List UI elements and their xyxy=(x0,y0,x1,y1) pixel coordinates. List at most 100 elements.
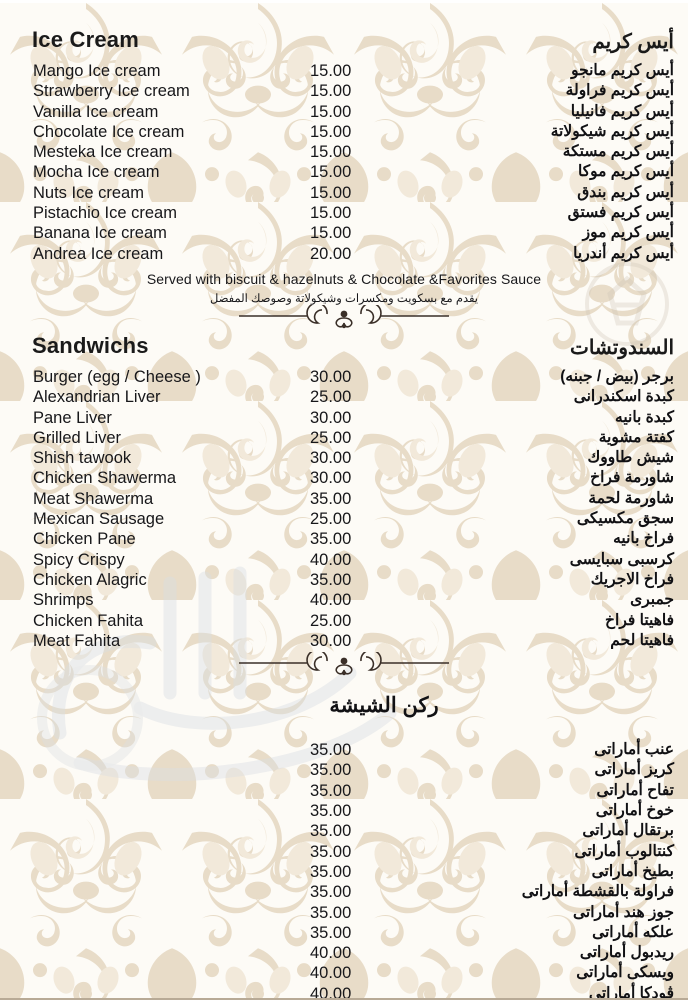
item-price: 35.00 xyxy=(310,842,352,861)
item-name-ar: أيس كريم فانيليا xyxy=(570,102,674,120)
item-price: 25.00 xyxy=(310,510,352,529)
item-price: 30.00 xyxy=(310,449,352,468)
item-name-ar: جمبرى xyxy=(630,591,674,609)
item-price: 30.00 xyxy=(310,408,352,427)
item-name-ar: أيس كريم موز xyxy=(582,224,674,242)
item-name-ar: أيس كريم مستكة xyxy=(562,143,674,161)
menu-item-row: Chocolate Ice cream 15.00 أيس كريم شيكول… xyxy=(0,122,688,142)
sandwichs-title-en: Sandwichs xyxy=(32,332,149,358)
item-name-ar: كرسبى سبايسى xyxy=(569,550,674,568)
item-price: 30.00 xyxy=(310,631,352,650)
item-price: 35.00 xyxy=(310,903,352,922)
item-name-ar: شيش طاووك xyxy=(587,449,674,467)
item-name-ar: ويسكى أماراتى xyxy=(576,964,674,982)
item-name-en: Chicken Fahita xyxy=(33,611,144,630)
section-sandwichs: Sandwichs السندوتشات Burger (egg / Chees… xyxy=(0,331,688,679)
menu-item-row: Alexandrian Liver 25.00 كبدة اسكندرانى xyxy=(0,387,688,407)
item-name-ar: عنب أماراتى xyxy=(594,741,674,759)
item-name-en: Mexican Sausage xyxy=(33,510,165,529)
menu-item-row: 35.00 خوخ أماراتى xyxy=(0,801,688,821)
item-name-ar: كنتالوب أماراتى xyxy=(574,842,674,860)
menu-item-row: Shish tawook 30.00 شيش طاووك xyxy=(0,448,688,468)
item-name-ar: علكه أماراتى xyxy=(592,923,674,941)
item-name-en: Shish tawook xyxy=(33,449,132,468)
item-name-ar: أيس كريم فراولة xyxy=(565,82,674,100)
menu-item-row: Spicy Crispy 40.00 كرسبى سبايسى xyxy=(0,550,688,570)
item-name-ar: فاهيتا فراخ xyxy=(605,611,674,629)
ice-cream-heading: Ice Cream أيس كريم xyxy=(0,27,688,61)
item-name-en: Banana Ice cream xyxy=(33,224,167,243)
menu-item-row: 35.00 بطيخ أماراتى xyxy=(0,862,688,882)
item-price: 20.00 xyxy=(310,244,352,263)
menu-item-row: 35.00 علكه أماراتى xyxy=(0,923,688,943)
menu-item-row: Chicken Shawerma 30.00 شاورمة فراخ xyxy=(0,468,688,488)
item-name-ar: سجق مكسيكى xyxy=(576,510,674,528)
menu-item-row: 35.00 جوز هند أماراتى xyxy=(0,903,688,923)
menu-item-row: Nuts Ice cream 15.00 أيس كريم بندق xyxy=(0,183,688,203)
item-price: 15.00 xyxy=(310,204,352,223)
section-ice-cream: Ice Cream أيس كريم Mango Ice cream 15.00… xyxy=(0,3,688,331)
menu-item-row: 40.00 ويسكى أماراتى xyxy=(0,963,688,983)
item-name-en: Grilled Liver xyxy=(33,428,122,447)
menu-item-row: 35.00 عنب أماراتى xyxy=(0,740,688,760)
ornament-divider-top xyxy=(0,304,688,331)
item-name-en: Strawberry Ice cream xyxy=(33,82,190,101)
menu-item-row: Meat Shawerma 35.00 شاورمة لحمة xyxy=(0,489,688,509)
item-price: 15.00 xyxy=(310,224,352,243)
item-price: 40.00 xyxy=(310,550,352,569)
item-name-ar: بطيخ أماراتى xyxy=(591,862,674,880)
item-price: 25.00 xyxy=(310,611,352,630)
menu-item-row: Mexican Sausage 25.00 سجق مكسيكى xyxy=(0,509,688,529)
menu-item-row: 35.00 كنتالوب أماراتى xyxy=(0,842,688,862)
item-price: 15.00 xyxy=(310,122,352,141)
item-price: 30.00 xyxy=(310,367,352,386)
shisha-item-list: 35.00 عنب أماراتى 35.00 كريز أماراتى 35.… xyxy=(0,740,688,1000)
item-price: 15.00 xyxy=(310,143,352,162)
item-price: 35.00 xyxy=(310,862,352,881)
menu-item-row: Chicken Pane 35.00 فراخ بانيه xyxy=(0,529,688,549)
item-price: 35.00 xyxy=(310,883,352,902)
item-name-ar: شاورمة لحمة xyxy=(588,489,674,507)
item-name-ar: تفاح أماراتى xyxy=(596,781,674,799)
item-name-ar: برتقال أماراتى xyxy=(582,822,674,840)
menu-item-row: Chicken Fahita 25.00 فاهيتا فراخ xyxy=(0,611,688,631)
item-name-ar: برجر (بيض / جبنه) xyxy=(560,367,674,385)
item-name-en: Shrimps xyxy=(33,591,94,610)
item-name-en: Andrea Ice cream xyxy=(33,244,164,263)
item-name-ar: فاهيتا لحم xyxy=(610,631,674,649)
menu-item-row: 40.00 ڤودكا أماراتى xyxy=(0,984,688,1000)
item-price: 40.00 xyxy=(310,984,352,1000)
sandwichs-heading: Sandwichs السندوتشات xyxy=(0,333,688,367)
menu-item-row: Mesteka Ice cream 15.00 أيس كريم مستكة xyxy=(0,142,688,162)
ice-cream-title-en: Ice Cream xyxy=(32,27,139,52)
item-name-en: Chocolate Ice cream xyxy=(33,122,185,141)
item-name-ar: أيس كريم موكا xyxy=(578,163,674,181)
item-name-ar: كريز أماراتى xyxy=(594,761,674,779)
serving-note-ar: يقدم مع بسكويت ومكسرات وشيكولاتة وصوصك ا… xyxy=(210,292,478,305)
item-price: 35.00 xyxy=(310,781,352,800)
item-price: 40.00 xyxy=(310,591,352,610)
item-name-en: Mango Ice cream xyxy=(33,62,161,80)
item-name-en: Spicy Crispy xyxy=(33,550,125,569)
menu-item-row: Pane Liver 30.00 كبدة بانيه xyxy=(0,408,688,428)
item-price: 40.00 xyxy=(310,964,352,983)
section-shisha: ركن الشيشة 35.00 عنب أماراتى 35.00 كريز … xyxy=(0,679,688,1000)
item-name-ar: كفتة مشوية xyxy=(598,428,674,446)
item-price: 35.00 xyxy=(310,741,352,760)
item-name-en: Pane Liver xyxy=(33,408,112,427)
item-name-ar: أيس كريم فستق xyxy=(567,204,674,222)
item-name-en: Alexandrian Liver xyxy=(33,388,161,407)
item-name-en: Burger (egg / Cheese ) xyxy=(33,367,201,386)
item-price: 35.00 xyxy=(310,530,352,549)
menu-item-row: Andrea Ice cream 20.00 أيس كريم أندريا xyxy=(0,244,688,264)
menu-item-row: Pistachio Ice cream 15.00 أيس كريم فستق xyxy=(0,203,688,223)
item-price: 15.00 xyxy=(310,102,352,121)
item-price: 15.00 xyxy=(310,163,352,182)
item-name-ar: كبدة اسكندرانى xyxy=(573,388,674,406)
item-name-ar: فراولة بالقشطة أماراتى xyxy=(521,883,674,901)
item-price: 35.00 xyxy=(310,761,352,780)
item-name-en: Mocha Ice cream xyxy=(33,163,160,182)
item-name-en: Meat Shawerma xyxy=(33,489,154,508)
ice-cream-item-list: Mango Ice cream 15.00 أيس كريم مانجو Str… xyxy=(0,61,688,264)
